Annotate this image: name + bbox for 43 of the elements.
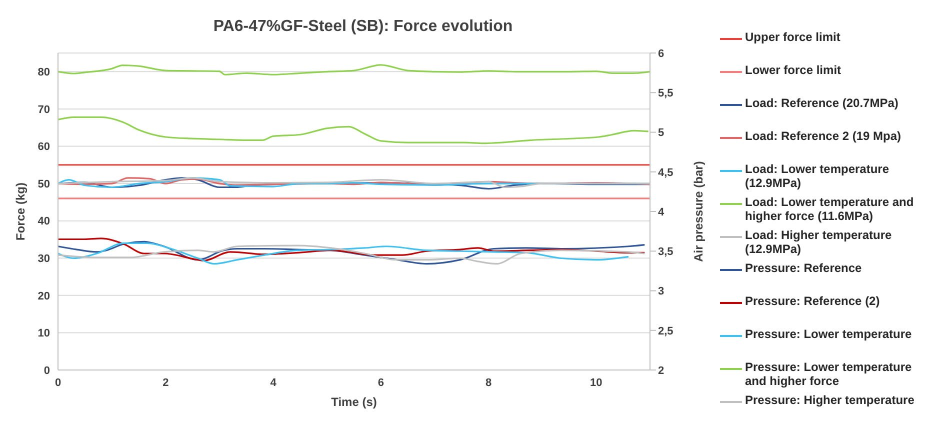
legend-label: Pressure: Lower temperature [745, 327, 912, 341]
line-series [58, 116, 650, 144]
y2-tick-label: 5,5 [658, 88, 674, 100]
x-tick-label: 0 [54, 376, 62, 389]
legend-label: Load: Higher temperature (12.9MPa) [745, 228, 893, 256]
y-tick-label: 20 [38, 290, 50, 302]
line-series [58, 238, 646, 262]
legend-label: Pressure: Reference [745, 261, 862, 275]
legend-label: Load: Reference (20.7MPa) [745, 96, 898, 110]
x-tick-label: 4 [270, 376, 278, 389]
y2-tick-label: 4,5 [658, 166, 674, 179]
y-tick-label: 0 [44, 364, 50, 377]
legend-label: Load: Lower temperature (12.9MPa) [745, 162, 890, 190]
y-tick-label: 80 [38, 66, 50, 79]
legend-label: Pressure: Lower temperature and higher force [745, 360, 913, 388]
legend-label: Load: Reference 2 (19 Mpa) [745, 129, 902, 143]
x-tick-label: 8 [485, 376, 492, 389]
y2-axis-title: Air pressure (bar) [691, 161, 706, 262]
y2-tick-label: 5 [658, 127, 664, 140]
y-tick-label: 40 [38, 216, 50, 228]
y-tick-label: 70 [38, 104, 50, 116]
line-series [58, 64, 650, 76]
legend-label: Upper force limit [745, 30, 840, 44]
x-tick-label: 2 [162, 376, 169, 389]
y2-tick-label: 3,5 [658, 246, 674, 258]
y2-tick-label: 3 [658, 286, 664, 298]
x-tick-label: 10 [590, 376, 602, 389]
y-tick-label: 30 [38, 253, 50, 266]
y2-tick-label: 6 [658, 48, 664, 60]
y2-tick-label: 2,5 [658, 325, 674, 338]
legend-label: Pressure: Reference (2) [745, 294, 880, 308]
y2-tick-label: 4 [658, 206, 665, 218]
y-tick-label: 50 [38, 178, 50, 190]
chart-title: PA6-47%GF-Steel (SB): Force evolution [212, 18, 514, 36]
legend-label: Pressure: Higher temperature [745, 393, 914, 407]
y-tick-label: 10 [38, 328, 50, 340]
legend-label: Load: Lower temperature and higher force (11.6MPa) [745, 195, 915, 223]
legend-label: Lower force limit [745, 63, 842, 77]
x-axis-title: Time (s) [331, 395, 377, 409]
y-axis-title: Force (kg) [13, 182, 28, 241]
y-tick-label: 60 [38, 141, 50, 154]
y2-tick-label: 2 [658, 364, 664, 377]
x-tick-label: 6 [378, 376, 384, 389]
